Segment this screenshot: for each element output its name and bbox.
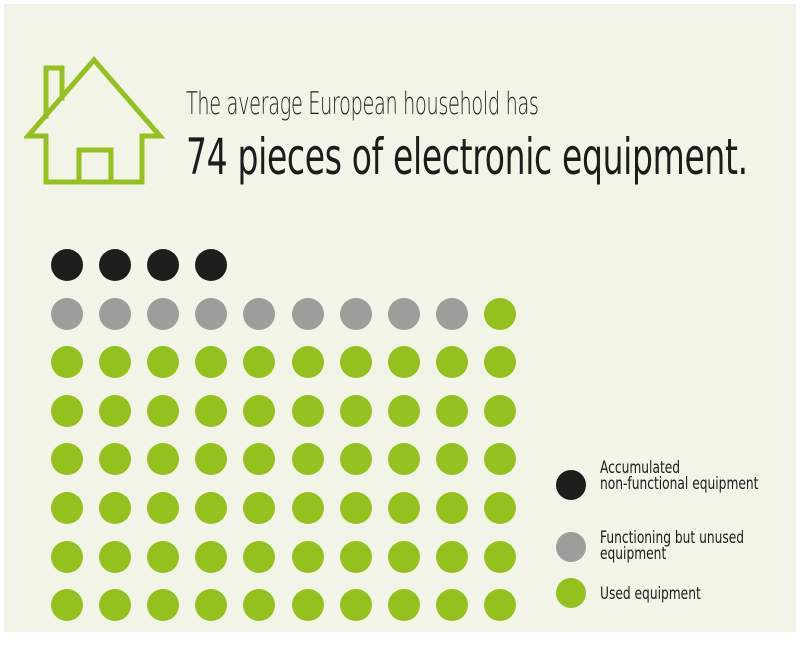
dot-non-functional bbox=[147, 249, 180, 281]
dot-used bbox=[99, 346, 132, 379]
legend-swatch-non-functional bbox=[556, 470, 586, 500]
dot-used bbox=[51, 589, 83, 622]
dot-used bbox=[291, 443, 324, 476]
house-icon bbox=[24, 56, 166, 185]
dot-used bbox=[243, 394, 276, 427]
dot-used bbox=[483, 443, 516, 476]
dot-used bbox=[99, 540, 132, 573]
dot-used bbox=[435, 346, 468, 379]
dot-used bbox=[483, 346, 516, 379]
legend-label-line2: equipment bbox=[600, 544, 667, 564]
dot-used bbox=[147, 589, 180, 622]
legend-swatch-used bbox=[556, 578, 586, 608]
dot-used bbox=[483, 492, 516, 524]
dot-used bbox=[339, 492, 372, 524]
dot-used bbox=[339, 589, 372, 622]
dot-used bbox=[339, 540, 372, 573]
dot-used bbox=[435, 443, 468, 476]
dot-used bbox=[387, 394, 420, 427]
dot-used bbox=[51, 540, 83, 573]
dot-used bbox=[51, 346, 83, 379]
dot-used bbox=[99, 394, 132, 427]
dot-used bbox=[99, 492, 132, 524]
dot-used bbox=[291, 394, 324, 427]
dot-unused bbox=[195, 297, 228, 330]
dot-non-functional bbox=[195, 249, 228, 281]
dot-used bbox=[99, 589, 132, 622]
dot-unused bbox=[99, 297, 132, 330]
dot-used bbox=[435, 492, 468, 524]
dot-used bbox=[339, 346, 372, 379]
dot-used bbox=[291, 589, 324, 622]
dot-non-functional bbox=[51, 249, 83, 281]
dot-used bbox=[51, 443, 83, 476]
dot-used bbox=[483, 394, 516, 427]
dot-used bbox=[387, 443, 420, 476]
dot-non-functional bbox=[99, 249, 132, 281]
dot-unused bbox=[291, 297, 324, 330]
dot-used bbox=[339, 443, 372, 476]
dot-unused bbox=[51, 297, 83, 330]
dot-used bbox=[435, 589, 468, 622]
dot-unused bbox=[243, 297, 276, 330]
dot-used bbox=[483, 540, 516, 573]
dot-used bbox=[147, 492, 180, 524]
dot-used bbox=[243, 589, 276, 622]
dot-unused bbox=[387, 297, 420, 330]
dot-used bbox=[243, 346, 276, 379]
legend-label-line1: Used equipment bbox=[600, 584, 701, 604]
title-line-1: The average European household has bbox=[186, 86, 539, 122]
dot-used bbox=[387, 346, 420, 379]
dot-used bbox=[195, 346, 228, 379]
dot-used bbox=[339, 394, 372, 427]
legend-label-line1: Accumulated bbox=[600, 458, 681, 478]
legend-label-line1: Functioning but unused bbox=[600, 528, 745, 548]
dot-used bbox=[195, 443, 228, 476]
dot-used bbox=[243, 492, 276, 524]
dot-used bbox=[147, 443, 180, 476]
dot-used bbox=[147, 346, 180, 379]
title-line-2: 74 pieces of electronic equipment. bbox=[186, 128, 748, 186]
dot-used bbox=[387, 540, 420, 573]
dot-used bbox=[291, 492, 324, 524]
dot-used bbox=[435, 540, 468, 573]
dot-used bbox=[195, 394, 228, 427]
dot-used bbox=[147, 540, 180, 573]
dot-used bbox=[483, 297, 516, 330]
dot-used bbox=[243, 443, 276, 476]
dot-unused bbox=[147, 297, 180, 330]
dot-used bbox=[147, 394, 180, 427]
legend-label-line2: non-functional equipment bbox=[600, 474, 759, 494]
legend-swatch-unused bbox=[556, 532, 586, 562]
dot-used bbox=[387, 589, 420, 622]
dot-used bbox=[195, 492, 228, 524]
dot-unused bbox=[435, 297, 468, 330]
dot-used bbox=[291, 346, 324, 379]
dot-used bbox=[195, 589, 228, 622]
dot-unused bbox=[339, 297, 372, 330]
dot-used bbox=[387, 492, 420, 524]
dot-used bbox=[483, 589, 516, 622]
dot-used bbox=[99, 443, 132, 476]
dot-used bbox=[435, 394, 468, 427]
dot-used bbox=[291, 540, 324, 573]
dot-used bbox=[243, 540, 276, 573]
dot-used bbox=[195, 540, 228, 573]
dot-used bbox=[51, 394, 83, 427]
dot-used bbox=[51, 492, 83, 524]
